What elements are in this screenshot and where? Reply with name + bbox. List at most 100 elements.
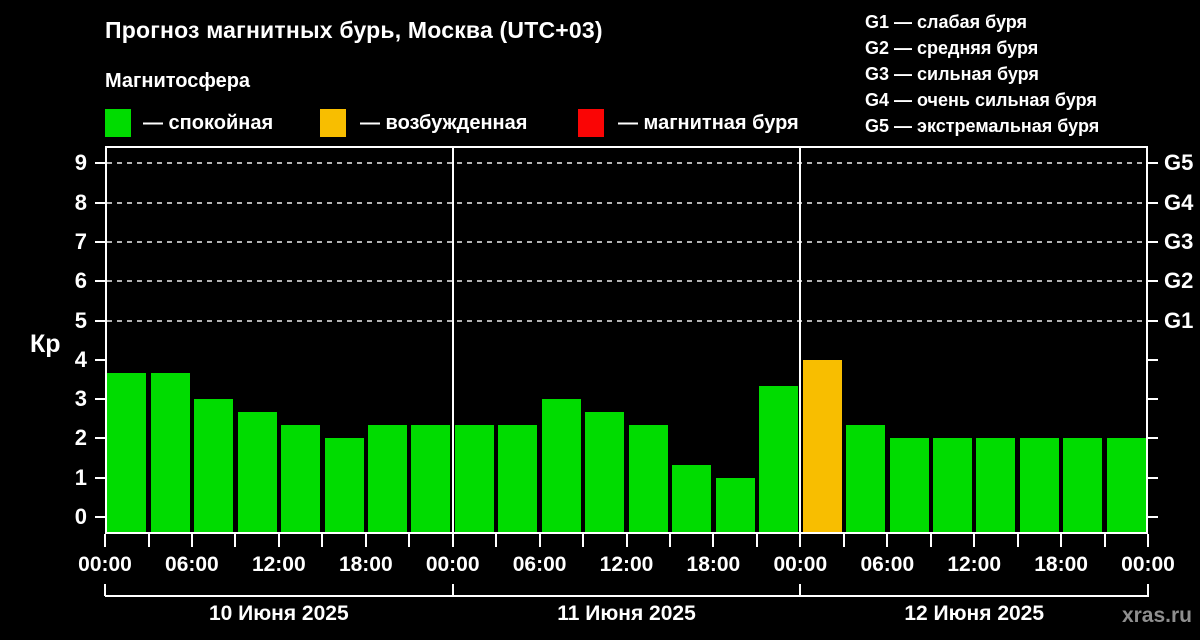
g-scale-label: G1 (1164, 307, 1194, 333)
y-axis-tick (95, 516, 105, 518)
x-axis-tick (364, 534, 367, 547)
y-axis-tick (95, 398, 105, 401)
day-label: 11 Июня 2025 (557, 602, 696, 625)
kp-bar (1063, 438, 1103, 534)
y-axis-label: 6 (74, 268, 87, 294)
gridline (107, 240, 1146, 243)
kp-bar (672, 464, 712, 534)
day-bracket (105, 595, 1149, 597)
kp-bar (1106, 438, 1146, 534)
gridline (107, 319, 1146, 322)
x-axis-tick (886, 534, 889, 547)
x-axis-tick (147, 534, 150, 547)
time-label: 00:00 (78, 553, 132, 576)
y-axis-label: 2 (74, 425, 87, 451)
g-scale-label: G4 (1164, 189, 1194, 215)
y-axis-tick (1148, 162, 1158, 165)
x-axis-tick (712, 534, 715, 547)
chart-subtitle: Магнитосфера (105, 70, 251, 92)
y-axis-tick (1148, 201, 1158, 204)
y-axis-tick (95, 280, 105, 283)
y-axis-label: 1 (74, 464, 87, 490)
x-axis-tick (669, 534, 671, 547)
x-axis-tick (538, 534, 541, 547)
y-axis-tick (1148, 437, 1158, 440)
day-bracket-tick (104, 584, 106, 596)
kp-bar (498, 425, 538, 534)
kp-bar (281, 425, 321, 534)
legend-swatch-quiet-icon (105, 109, 131, 137)
y-axis-tick (1148, 319, 1158, 322)
x-axis-tick (234, 534, 237, 547)
legend-label-storm: — магнитная буря (618, 112, 799, 134)
y-axis-tick (1148, 240, 1158, 243)
kp-bar (759, 386, 799, 534)
y-axis-tick (1148, 358, 1158, 361)
x-axis-tick (408, 534, 411, 547)
kp-bar (889, 438, 929, 534)
y-axis-tick (1148, 398, 1158, 401)
y-axis-label: 3 (74, 386, 87, 412)
storm-scale-item-g2: G2 — средняя буря (865, 38, 1039, 58)
storm-scale-item-g4: G4 — очень сильная буря (865, 90, 1097, 110)
y-axis-tick (95, 162, 105, 165)
time-label: 18:00 (686, 553, 741, 576)
y-axis-tick (95, 201, 105, 204)
legend-swatch-excited-icon (320, 109, 346, 137)
kp-bar (976, 438, 1016, 534)
kp-bar (846, 425, 886, 534)
y-axis-tick (95, 240, 105, 243)
g-scale-label: G3 (1164, 228, 1194, 254)
y-axis-label: 7 (74, 228, 87, 254)
storm-scale-item-g1: G1 — слабая буря (865, 12, 1028, 32)
y-axis-tick (1148, 476, 1158, 479)
legend-label-quiet: — спокойная (143, 112, 274, 134)
kp-bar (324, 438, 364, 534)
y-axis-label: 9 (74, 150, 87, 176)
kp-bar (802, 359, 842, 534)
time-label: 12:00 (947, 553, 1002, 576)
day-separator (799, 146, 802, 534)
g-scale-label: G2 (1164, 268, 1194, 294)
time-label: 06:00 (165, 553, 219, 576)
x-axis-tick (190, 534, 193, 547)
y-axis-title: Кр (30, 330, 61, 358)
x-axis-tick (625, 534, 628, 547)
kp-bar (932, 438, 972, 534)
x-axis-tick (582, 534, 584, 547)
gridline (107, 280, 1146, 283)
y-axis-label: 5 (74, 307, 87, 333)
kp-bar (237, 412, 277, 534)
day-label: 10 Июня 2025 (208, 602, 349, 625)
day-bracket-tick (1147, 584, 1149, 596)
day-bracket-tick (451, 584, 454, 596)
y-axis-tick (95, 319, 105, 322)
y-axis-tick (95, 476, 105, 479)
y-axis-tick (1148, 280, 1158, 283)
gridline (107, 162, 1146, 165)
day-label: 12 Июня 2025 (904, 602, 1045, 625)
storm-scale-legend: G1 — слабая буря G2 — средняя буря G3 — … (865, 9, 1099, 139)
kp-bar (454, 425, 494, 534)
x-axis-tick (104, 534, 106, 547)
x-axis-tick (755, 534, 758, 547)
y-axis-label: 0 (74, 504, 87, 529)
kp-bar (541, 399, 581, 534)
x-axis-tick (842, 534, 845, 547)
time-label: 00:00 (773, 553, 828, 576)
kp-bar (194, 399, 234, 534)
time-label: 06:00 (512, 553, 567, 576)
kp-bar (411, 425, 451, 534)
kp-bar (367, 425, 407, 534)
kp-bar (715, 477, 755, 534)
y-axis-label: 4 (74, 346, 87, 372)
kp-bar (150, 372, 190, 534)
x-axis-tick (321, 534, 324, 547)
x-axis-tick (1060, 534, 1063, 547)
time-label: 12:00 (251, 553, 306, 576)
watermark: xras.ru (1121, 604, 1192, 627)
x-axis-tick (451, 534, 454, 547)
x-axis-tick (495, 534, 498, 547)
page-title: Прогноз магнитных бурь, Москва (UTC+03) (105, 17, 603, 43)
